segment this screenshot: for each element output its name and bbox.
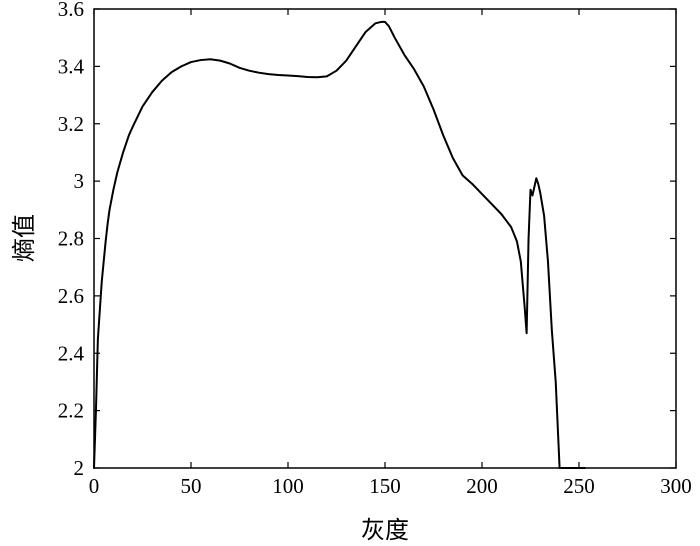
- x-tick-label: 100: [272, 474, 304, 498]
- y-tick-label: 3.6: [58, 0, 84, 21]
- x-tick-label: 250: [563, 474, 595, 498]
- y-tick-label: 2.6: [58, 284, 84, 308]
- ticks-layer: 0 50 100 150 200 250 300 2 2.2 2.4 2.6 2.8 3 3.2 3.4 3.…: [58, 0, 692, 498]
- y-tick-label: 2: [74, 456, 85, 480]
- y-axis-title: 熵值: [10, 214, 38, 262]
- x-tick-label: 150: [369, 474, 401, 498]
- y-tick-label: 2.2: [58, 399, 84, 423]
- y-tick-label: 2.4: [58, 341, 85, 365]
- y-tick-label: 2.8: [58, 227, 84, 251]
- y-tick-label: 3: [74, 169, 85, 193]
- x-axis-title: 灰度: [361, 516, 409, 544]
- y-tick-label: 3.2: [58, 112, 84, 136]
- series-layer: [93, 20, 586, 469]
- y-tick-label: 3.4: [58, 54, 85, 78]
- x-tick-label: 200: [466, 474, 498, 498]
- entropy-series-line: [93, 20, 586, 469]
- x-tick-label: 50: [181, 474, 202, 498]
- x-tick-label: 0: [89, 474, 100, 498]
- plot-frame: [93, 8, 677, 469]
- x-tick-label: 300: [660, 474, 692, 498]
